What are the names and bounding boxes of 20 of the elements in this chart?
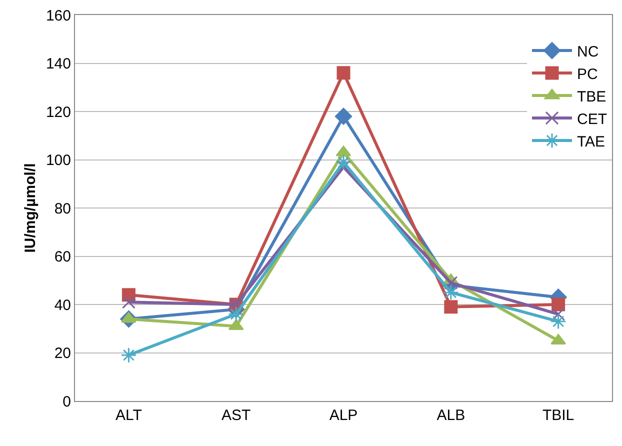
legend-label: NC	[577, 43, 599, 60]
legend-label: TAE	[577, 133, 606, 150]
x-tick-label: ALT	[115, 407, 142, 424]
x-tick-label: TBIL	[542, 407, 574, 424]
y-tick-label: 0	[62, 393, 71, 410]
y-tick-label: 20	[54, 345, 71, 362]
legend-label: TBE	[577, 88, 606, 106]
legend-label: PC	[577, 66, 598, 83]
y-axis-title: IU/mg/µmol/l	[22, 163, 39, 253]
y-tick-label: 160	[46, 7, 71, 24]
y-tick-label: 80	[54, 200, 71, 218]
x-tick-label: ALB	[436, 407, 466, 424]
y-tick-label: 140	[46, 56, 71, 72]
x-tick-label: ALP	[329, 407, 358, 424]
y-tick-label: 100	[46, 152, 71, 169]
y-tick-label: 60	[54, 248, 71, 266]
y-tick-label: 40	[54, 296, 71, 314]
x-tick-label: AST	[222, 407, 251, 424]
y-tick-label: 120	[46, 104, 71, 121]
legend-label: CET	[577, 110, 607, 128]
